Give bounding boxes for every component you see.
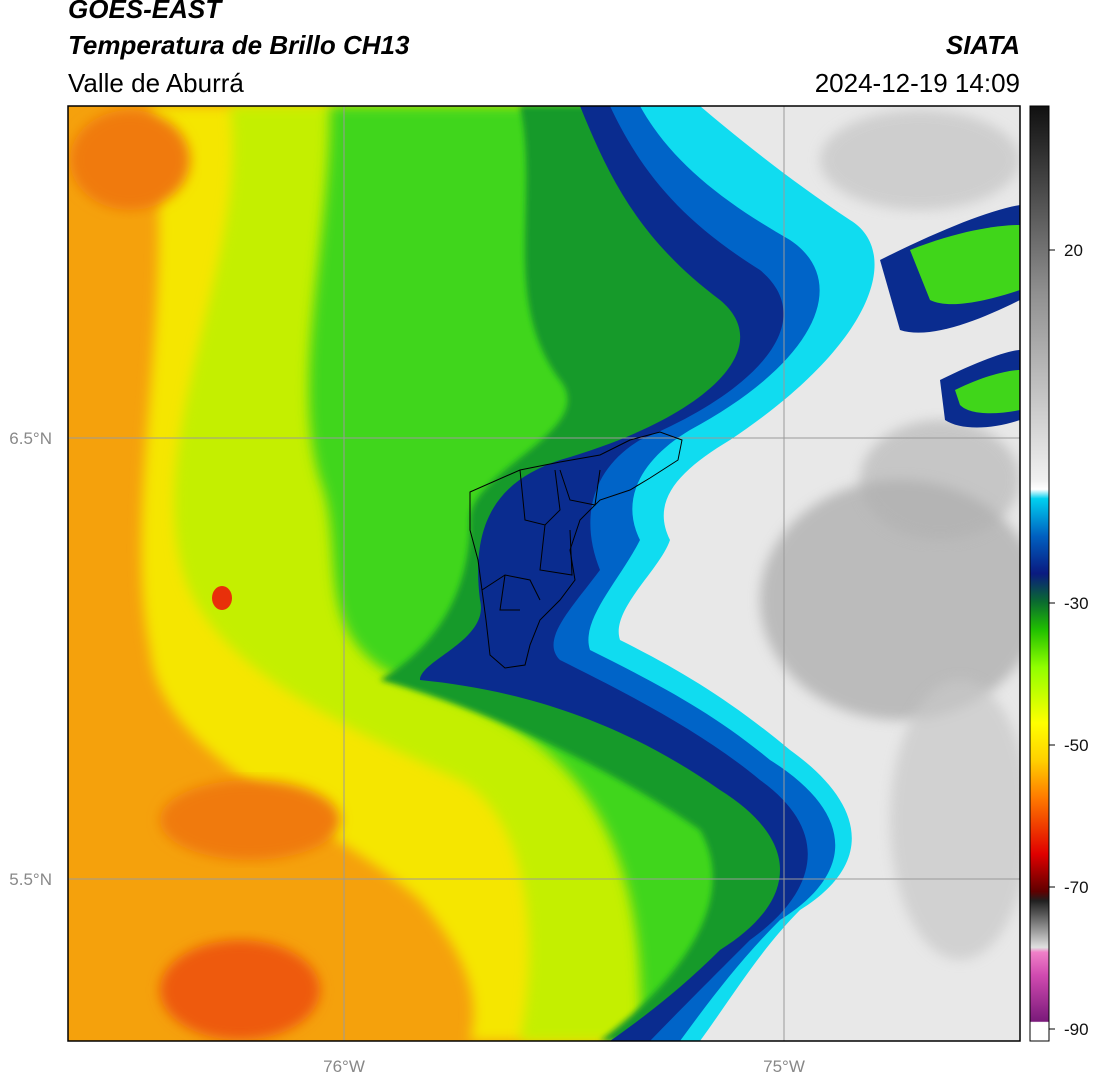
colorbar-label-20: 20 <box>1064 241 1083 260</box>
colorbar-label-minus90: -90 <box>1064 1020 1089 1039</box>
valle-aburra-boundaries <box>469 431 683 669</box>
lon-label-75w: 75°W <box>763 1057 805 1076</box>
colorbar-label-minus50: -50 <box>1064 736 1089 755</box>
lon-label-76w: 76°W <box>323 1057 365 1076</box>
colorbar-label-minus30: -30 <box>1064 594 1089 613</box>
datetime-label: 2024-12-19 14:09 <box>814 68 1020 98</box>
map-frame <box>67 105 1021 1042</box>
organization-label: SIATA <box>945 30 1020 60</box>
brightness-temperature-field <box>68 106 1020 1041</box>
product-title: Temperatura de Brillo CH13 <box>68 30 410 60</box>
region-subtitle: Valle de Aburrá <box>68 68 244 98</box>
graticule <box>68 106 1020 1041</box>
colorbar <box>1029 105 1050 1042</box>
lat-label-6-5n: 6.5°N <box>9 429 52 448</box>
colorbar-label-minus70: -70 <box>1064 878 1089 897</box>
lat-label-5-5n: 5.5°N <box>9 870 52 889</box>
satellite-title: GOES-EAST <box>68 0 222 24</box>
colorbar-ticks <box>1049 249 1055 1030</box>
